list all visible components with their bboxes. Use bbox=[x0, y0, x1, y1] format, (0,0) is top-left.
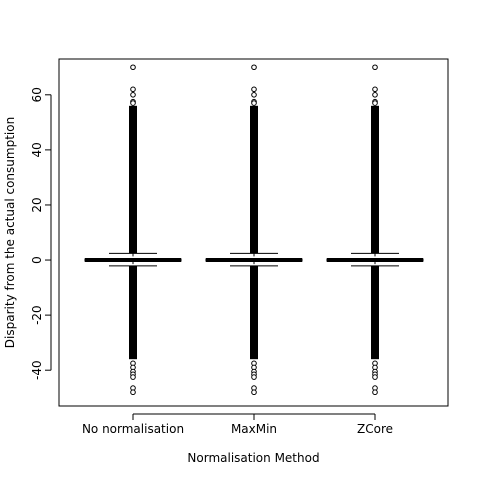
y-tick-label: -20 bbox=[30, 305, 44, 325]
outlier-point bbox=[251, 100, 257, 106]
y-tick-label: -40 bbox=[30, 360, 44, 380]
x-tick-label: ZCore bbox=[357, 422, 393, 436]
outlier-point bbox=[130, 100, 136, 106]
outlier-point bbox=[372, 92, 378, 98]
outlier-point bbox=[372, 100, 378, 106]
x-axis-label: Normalisation Method bbox=[187, 451, 319, 465]
outlier-band-low bbox=[250, 265, 258, 360]
outlier-point bbox=[251, 389, 257, 396]
x-tick-label: No normalisation bbox=[82, 422, 184, 436]
outlier-point bbox=[130, 64, 136, 71]
outlier-point bbox=[251, 92, 257, 98]
outlier-band-high bbox=[129, 105, 137, 254]
outlier-band-low bbox=[371, 265, 379, 360]
box-group bbox=[84, 64, 424, 396]
outlier-point bbox=[251, 64, 257, 71]
outlier-point bbox=[130, 389, 136, 396]
y-axis: -40 -20 0 20 40 60 bbox=[30, 87, 52, 380]
outlier-point bbox=[130, 86, 136, 93]
outlier-point bbox=[251, 374, 257, 380]
x-tick-label: MaxMin bbox=[231, 422, 277, 436]
box-1 bbox=[84, 64, 182, 396]
x-axis: No normalisation MaxMin ZCore bbox=[82, 413, 393, 436]
outlier-point bbox=[372, 389, 378, 396]
outlier-band-high bbox=[250, 105, 258, 254]
outlier-point bbox=[372, 86, 378, 93]
y-axis-label: Disparity from the actual consumption bbox=[3, 117, 17, 348]
y-tick-label: 60 bbox=[30, 87, 44, 102]
y-tick-label: 40 bbox=[30, 142, 44, 157]
outlier-point bbox=[372, 64, 378, 71]
outlier-point bbox=[130, 92, 136, 98]
y-tick-label: 0 bbox=[30, 256, 44, 264]
plot-frame bbox=[58, 58, 449, 407]
outlier-band-high bbox=[371, 105, 379, 254]
y-tick-label: 20 bbox=[30, 197, 44, 212]
box-2 bbox=[205, 64, 303, 396]
outlier-band-low bbox=[129, 265, 137, 360]
outlier-point bbox=[251, 86, 257, 93]
outlier-point bbox=[372, 374, 378, 380]
box-3 bbox=[326, 64, 424, 396]
outlier-point bbox=[130, 374, 136, 380]
